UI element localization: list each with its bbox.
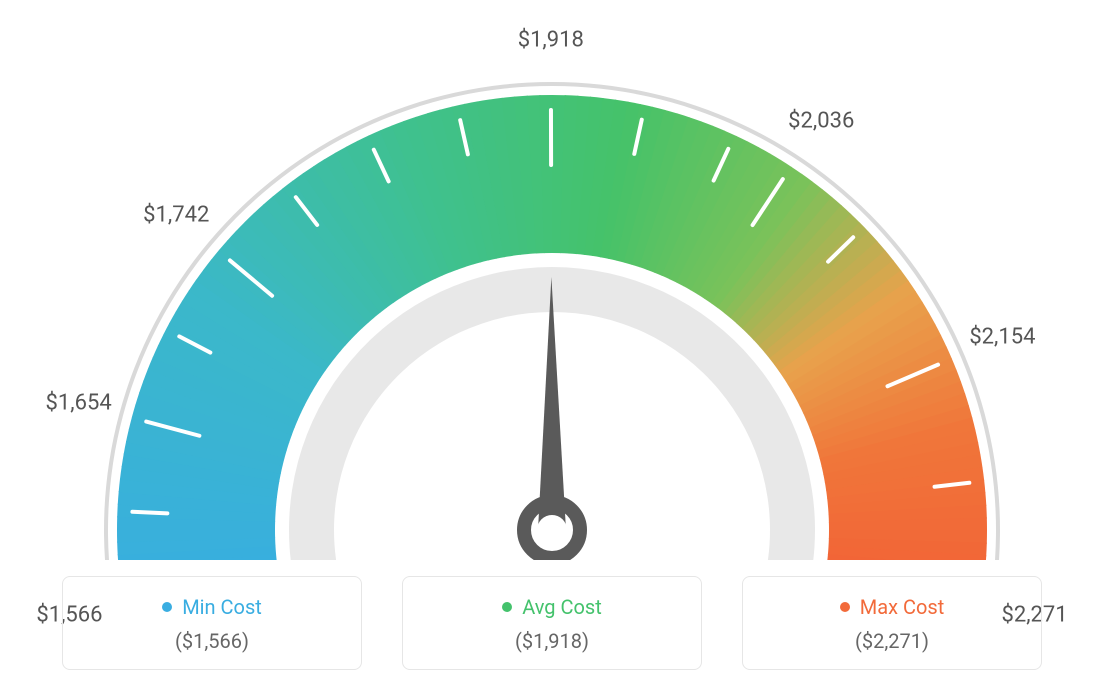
legend-value-max: ($2,271) (753, 629, 1031, 653)
legend-dot-avg (502, 602, 512, 612)
legend-card-max: Max Cost ($2,271) (742, 576, 1042, 670)
cost-gauge-chart: $1,566$1,654$1,742$1,918$2,036$2,154$2,2… (62, 40, 1042, 560)
gauge-tick-label: $1,742 (143, 203, 209, 228)
legend-title-max: Max Cost (840, 595, 945, 619)
legend-title-avg: Avg Cost (502, 595, 602, 619)
gauge-tick-label: $2,036 (788, 108, 854, 133)
legend-title-min: Min Cost (162, 595, 262, 619)
gauge-svg (62, 40, 1042, 560)
gauge-tick-label: $2,154 (969, 325, 1035, 350)
legend-value-min: ($1,566) (73, 629, 351, 653)
legend-dot-min (162, 602, 172, 612)
legend-row: Min Cost ($1,566) Avg Cost ($1,918) Max … (62, 576, 1042, 670)
gauge-tick-label: $1,654 (46, 391, 112, 416)
gauge-tick-label: $1,918 (518, 28, 584, 53)
legend-value-avg: ($1,918) (413, 629, 691, 653)
legend-card-avg: Avg Cost ($1,918) (402, 576, 702, 670)
legend-label-min: Min Cost (182, 595, 262, 619)
legend-dot-max (840, 602, 850, 612)
legend-label-avg: Avg Cost (522, 595, 602, 619)
legend-card-min: Min Cost ($1,566) (62, 576, 362, 670)
legend-label-max: Max Cost (860, 595, 945, 619)
